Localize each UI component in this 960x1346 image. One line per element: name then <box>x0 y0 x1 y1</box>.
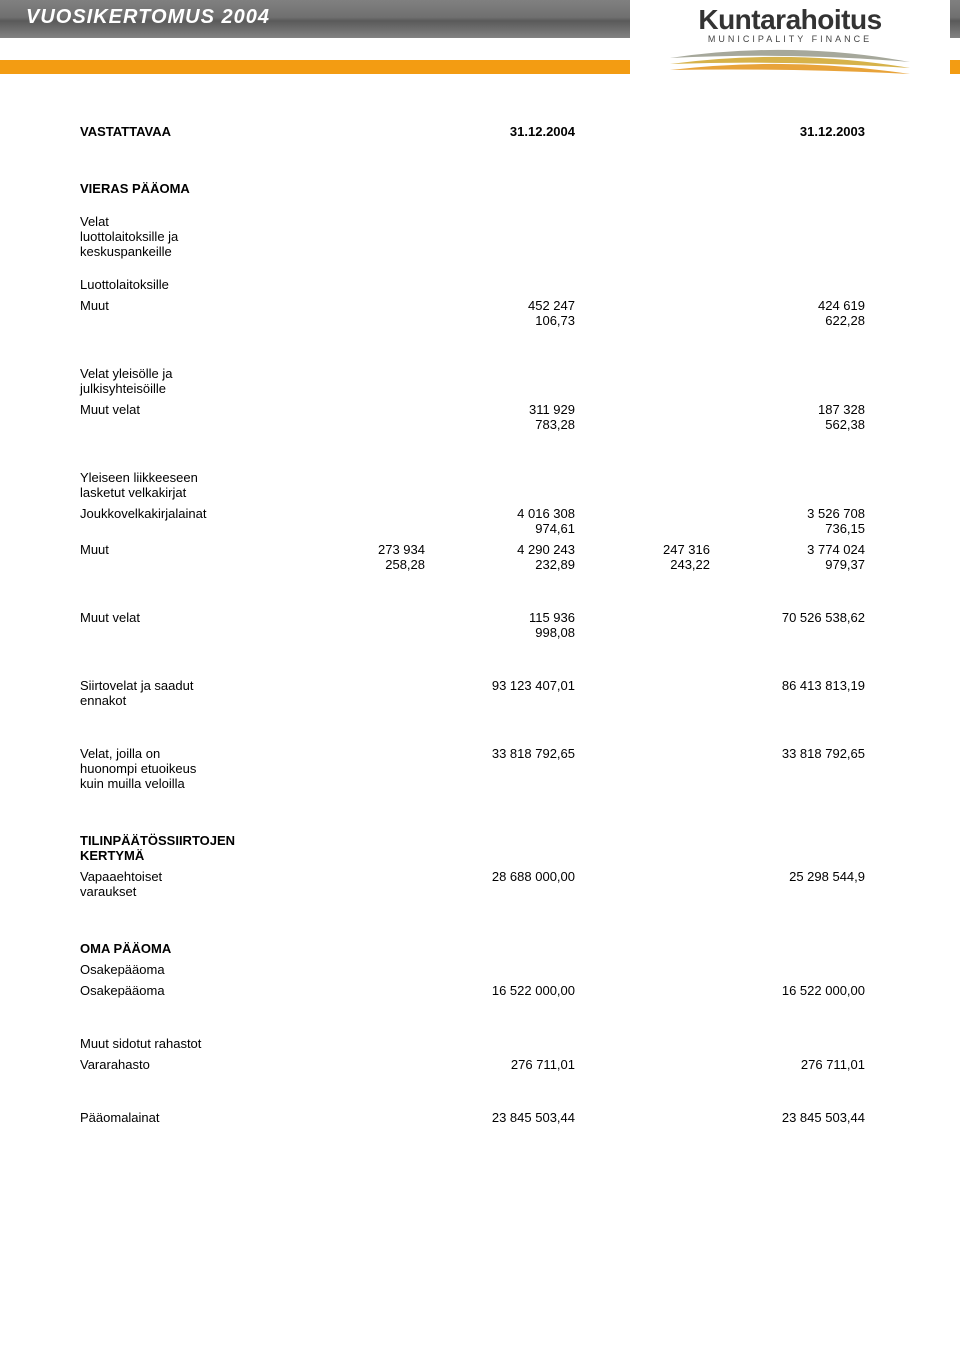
heading: VASTATTAVAA <box>80 124 305 139</box>
paal-row: Pääomalainat 23 845 503,44 23 845 503,44 <box>80 1110 880 1125</box>
muut-row-1: Muut 452 247 106,73 424 619 622,28 <box>80 298 880 328</box>
luottolaitoksille: Luottolaitoksille <box>80 277 880 292</box>
page-header: VUOSIKERTOMUS 2004 Kuntarahoitus MUNICIP… <box>0 0 960 74</box>
muut-sid-row: Muut sidotut rahastot <box>80 1036 880 1051</box>
siirto-row: Siirtovelat ja saadut ennakot 93 123 407… <box>80 678 880 708</box>
heading-row: VASTATTAVAA 31.12.2004 31.12.2003 <box>80 124 880 139</box>
section-vieras: VIERAS PÄÄOMA <box>80 181 880 196</box>
tilinp-row: TILINPÄÄTÖSSIIRTOJEN KERTYMÄ <box>80 833 880 863</box>
yleiseen: Yleiseen liikkeeseen lasketut velkakirja… <box>80 470 880 500</box>
muut-row-2: Muut 273 934 258,28 4 290 243 232,89 247… <box>80 542 880 572</box>
vapaa-row: Vapaaehtoiset varaukset 28 688 000,00 25… <box>80 869 880 899</box>
osakep-row: Osakepääoma 16 522 000,00 16 522 000,00 <box>80 983 880 998</box>
logo-swoop-icon <box>660 46 920 80</box>
col-2003: 31.12.2003 <box>710 124 865 139</box>
velat-yleis: Velat yleisölle ja julkisyhteisöille <box>80 366 880 396</box>
velat-luotto: Velat luottolaitoksille ja keskuspankeil… <box>80 214 880 259</box>
muut-velat-row-1: Muut velat 311 929 783,28 187 328 562,38 <box>80 402 880 432</box>
omapaa-row: OMA PÄÄOMA <box>80 941 880 956</box>
content: VASTATTAVAA 31.12.2004 31.12.2003 VIERAS… <box>0 74 960 1125</box>
joukkov-row: Joukkovelkakirjalainat 4 016 308 974,61 … <box>80 506 880 536</box>
osakep-label: Osakepääoma <box>80 962 880 977</box>
velat-huon-row: Velat, joilla on huonompi etuoikeus kuin… <box>80 746 880 791</box>
logo-name: Kuntarahoitus <box>630 0 950 36</box>
muut-velat-row-2: Muut velat 115 936 998,08 70 526 538,62 <box>80 610 880 640</box>
logo: Kuntarahoitus MUNICIPALITY FINANCE <box>630 0 950 90</box>
col-2004: 31.12.2004 <box>425 124 575 139</box>
logo-subtitle: MUNICIPALITY FINANCE <box>630 34 950 44</box>
varar-row: Vararahasto 276 711,01 276 711,01 <box>80 1057 880 1072</box>
